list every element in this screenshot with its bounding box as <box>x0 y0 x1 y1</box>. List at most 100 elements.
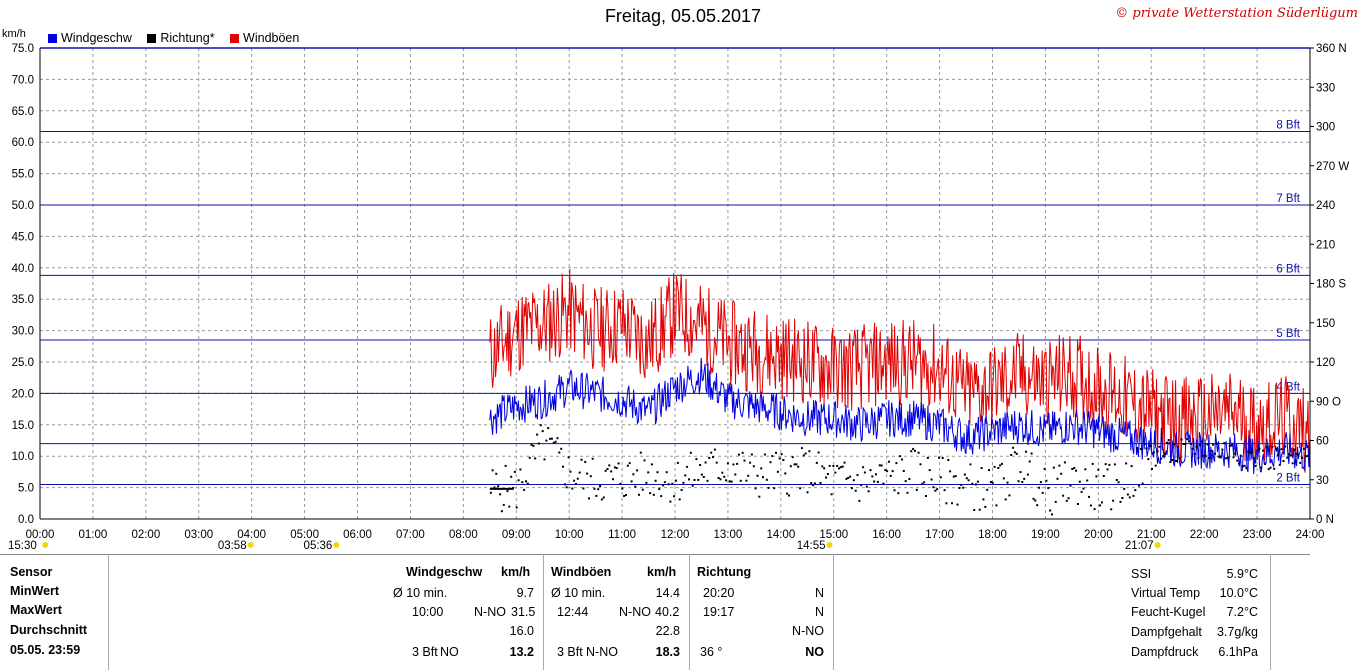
direction-point <box>508 505 511 508</box>
direction-point <box>721 471 724 474</box>
direction-point <box>1299 461 1302 464</box>
direction-point <box>1223 442 1226 445</box>
direction-point <box>593 487 596 490</box>
sun-time-label: 15:30 <box>8 540 37 552</box>
direction-point <box>1104 463 1107 466</box>
direction-point <box>565 486 568 489</box>
direction-point <box>975 483 977 486</box>
legend-swatch <box>230 34 240 43</box>
sun-markers: 15:30 03:58 05:36 14:55 21:07 <box>8 540 1161 552</box>
y-tick-label: 20.0 <box>12 388 34 400</box>
direction-point <box>793 463 796 466</box>
direction-point <box>1217 455 1220 458</box>
direction-point <box>591 457 594 460</box>
direction-point <box>628 462 631 465</box>
direction-point <box>1288 453 1290 456</box>
direction-point <box>1188 440 1190 443</box>
sun-time-label: 21:07 <box>1125 540 1154 552</box>
direction-point <box>578 471 581 474</box>
direction-point <box>1171 459 1174 461</box>
stats-label: Sensor <box>10 565 53 579</box>
direction-point <box>1249 451 1252 454</box>
gust-max-dir: N-NO <box>619 605 651 619</box>
legend-label: Richtung* <box>160 31 215 45</box>
direction-point <box>1017 480 1020 483</box>
direction-point <box>1136 447 1139 449</box>
direction-point <box>797 465 800 468</box>
direction-point <box>1051 513 1053 516</box>
y-tick-label: 45.0 <box>12 231 34 243</box>
direction-point <box>673 495 676 498</box>
direction-point <box>615 467 618 470</box>
direction-point <box>786 492 789 495</box>
x-tick-label: 12:00 <box>661 529 690 541</box>
y-tick-label: 10.0 <box>12 451 34 463</box>
direction-point <box>693 479 696 481</box>
wind-max-value: 31.5 <box>511 605 536 619</box>
direction-point <box>776 470 779 473</box>
direction-point <box>749 461 752 464</box>
direction-point <box>1132 494 1135 497</box>
direction-point <box>558 451 561 454</box>
direction-point <box>867 490 870 493</box>
direction-point <box>536 433 539 436</box>
direction-point <box>1293 448 1296 451</box>
direction-point <box>884 469 887 472</box>
direction-point <box>1214 452 1216 455</box>
sun-marker-icon <box>1154 542 1161 548</box>
direction-point <box>567 456 570 459</box>
direction-point <box>1052 466 1055 469</box>
y-tick-label: 50.0 <box>12 200 34 212</box>
gust-max-time: 12:44 <box>557 605 589 619</box>
direction-point <box>1121 497 1124 499</box>
direction-point <box>1180 438 1183 441</box>
direction-point <box>584 460 587 463</box>
direction-point <box>1093 508 1096 511</box>
direction-point <box>1130 465 1133 468</box>
direction-point <box>708 457 711 459</box>
direction-point <box>1306 455 1309 457</box>
direction-point <box>1047 487 1050 489</box>
direction-point <box>597 488 600 491</box>
beaufort-label: 6 Bft <box>1276 263 1300 275</box>
direction-point <box>782 459 785 461</box>
direction-point <box>671 482 674 485</box>
dir-now-deg: 36 ° <box>700 645 723 659</box>
direction-point <box>1002 477 1005 480</box>
direction-point <box>967 479 970 482</box>
direction-point <box>710 451 713 454</box>
y-tick-label: 35.0 <box>12 294 34 306</box>
direction-point <box>638 493 640 496</box>
direction-point <box>956 503 959 506</box>
direction-point <box>1302 447 1305 450</box>
direction-point <box>862 466 865 469</box>
direction-point <box>921 482 924 485</box>
direction-point <box>1258 447 1261 450</box>
direction-point <box>697 478 700 481</box>
direction-point <box>532 444 535 447</box>
direction-point <box>1095 475 1098 478</box>
direction-point <box>1075 469 1078 472</box>
direction-point <box>510 475 513 478</box>
direction-point <box>726 462 729 465</box>
direction-point <box>997 467 1000 469</box>
y-tick-label: 15.0 <box>12 420 34 432</box>
direction-point <box>1043 467 1046 470</box>
direction-point <box>812 484 815 487</box>
legend-item-richtung: Richtung* <box>147 31 215 45</box>
beaufort-label: 5 Bft <box>1276 328 1300 340</box>
direction-point <box>876 480 879 483</box>
direction-point <box>1169 461 1172 463</box>
direction-point <box>1056 477 1059 480</box>
direction-point <box>1184 443 1187 445</box>
direction-point <box>682 481 685 484</box>
y-right-tick-label: 60 <box>1316 436 1329 448</box>
direction-point <box>1036 504 1039 507</box>
direction-point <box>571 487 574 490</box>
direction-point <box>1245 466 1248 469</box>
direction-point <box>902 470 905 472</box>
direction-point <box>632 473 635 476</box>
direction-point <box>852 479 855 482</box>
